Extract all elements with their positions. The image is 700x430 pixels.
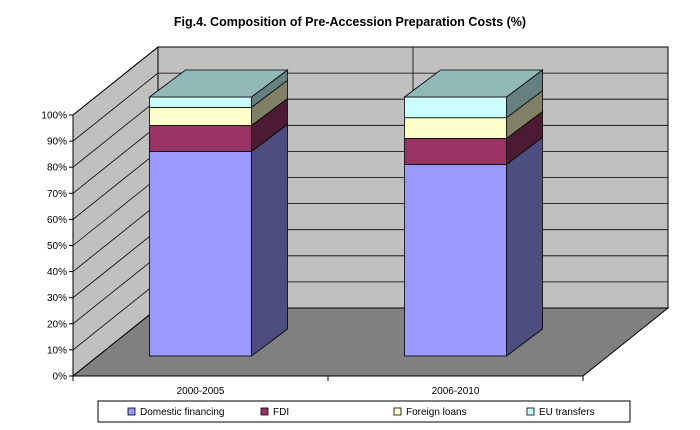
legend-swatch [260,407,269,416]
bars [148,69,544,357]
gridline [72,203,159,272]
legend: Domestic financing FDI Foreign loans EU tra… [97,400,631,423]
bar-segment [149,150,252,357]
legend-box [97,400,631,423]
legend-swatch [127,407,136,416]
y-tick-label: 100% [41,111,67,122]
y-tick-label: 0% [53,372,68,383]
y-tick-label: 60% [47,215,67,226]
bar-segment [404,96,507,119]
y-tick-label: 10% [47,345,67,356]
gridline [72,177,159,246]
gridline [72,229,159,299]
x-tick-label: 2000-2005 [177,386,225,397]
legend-label: EU transfers [539,407,595,418]
bar-top [148,69,289,98]
bar-stack [403,69,544,357]
y-tick-label: 70% [47,189,67,200]
bar-segment-side [506,136,543,357]
y-tick-label: 50% [47,241,67,252]
x-tick-label: 2006-2010 [432,386,480,397]
gridline [72,124,159,194]
chart-title: Fig.4. Composition of Pre-Accession Prep… [174,15,526,29]
bar-segment [404,138,507,165]
y-tick-label: 90% [47,137,67,148]
gridline [72,151,159,220]
legend-label: Foreign loans [406,407,467,418]
gridline [72,98,159,168]
legend-swatch [526,407,535,416]
bar-segment [149,96,252,108]
bar-top [403,69,544,98]
gridline [72,46,159,116]
gridline [72,72,159,142]
gridline [72,255,159,325]
y-tick-label: 40% [47,267,67,278]
bar-segment [149,125,252,152]
y-tick-label: 30% [47,293,67,304]
bar-segment [404,163,507,357]
bar-segment [149,106,252,126]
x-axis: 2000-2005 2006-2010 [72,375,584,397]
y-tick-label: 80% [47,163,67,174]
bar-segment [404,117,507,139]
y-axis: 0% 10% 20% 30% 40% 50% 60% 70% 80% 90% 100% [41,111,74,383]
gridline [72,281,159,351]
y-tick-label: 20% [47,319,67,330]
legend-label: FDI [273,407,289,418]
bar-stack [148,69,289,357]
legend-swatch [393,407,402,416]
legend-label: Domestic financing [140,407,224,418]
bar-segment-side [251,123,288,357]
